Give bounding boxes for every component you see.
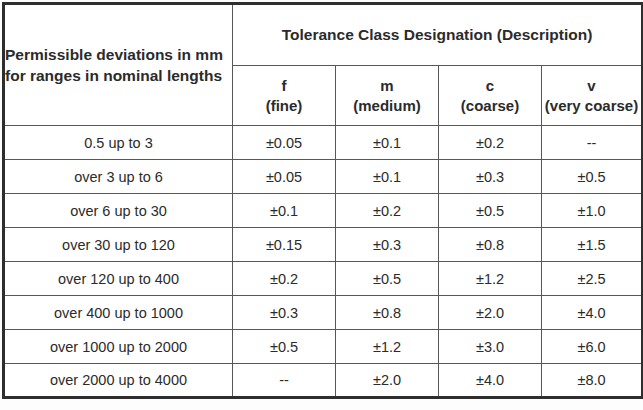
tolerance-table-page: Permissible deviations in mm for ranges … <box>0 0 643 410</box>
value-cell-m: ±0.1 <box>336 126 439 160</box>
value-cell-c: ±3.0 <box>439 330 542 364</box>
value-cell-v: ±0.5 <box>542 160 643 194</box>
value-cell-c: ±2.0 <box>439 296 542 330</box>
table-row: over 3 up to 6 ±0.05 ±0.1 ±0.3 ±0.5 <box>4 160 643 194</box>
table-row: over 30 up to 120 ±0.15 ±0.3 ±0.8 ±1.5 <box>4 228 643 262</box>
class-code: c <box>439 76 541 96</box>
value-cell-f: ±0.2 <box>233 262 336 296</box>
class-desc: (coarse) <box>439 96 541 116</box>
value-cell-m: ±0.5 <box>336 262 439 296</box>
value-cell-v: ±8.0 <box>542 364 643 398</box>
value-cell-c: ±4.0 <box>439 364 542 398</box>
value-cell-f: ±0.1 <box>233 194 336 228</box>
table-row: 0.5 up to 3 ±0.05 ±0.1 ±0.2 -- <box>4 126 643 160</box>
value-cell-m: ±0.8 <box>336 296 439 330</box>
value-cell-v: ±1.5 <box>542 228 643 262</box>
table-row: over 2000 up to 4000 -- ±2.0 ±4.0 ±8.0 <box>4 364 643 398</box>
value-cell-m: ±0.1 <box>336 160 439 194</box>
class-desc: (very coarse) <box>542 96 641 116</box>
value-cell-f: ±0.3 <box>233 296 336 330</box>
column-header-fine: f (fine) <box>233 66 336 126</box>
tolerance-class-group-header: Tolerance Class Designation (Description… <box>233 4 643 66</box>
range-cell: over 1000 up to 2000 <box>4 330 233 364</box>
value-cell-f: ±0.05 <box>233 126 336 160</box>
value-cell-m: ±0.3 <box>336 228 439 262</box>
range-cell: over 30 up to 120 <box>4 228 233 262</box>
value-cell-c: ±0.2 <box>439 126 542 160</box>
range-cell: 0.5 up to 3 <box>4 126 233 160</box>
table-row: over 1000 up to 2000 ±0.5 ±1.2 ±3.0 ±6.0 <box>4 330 643 364</box>
range-cell: over 6 up to 30 <box>4 194 233 228</box>
range-cell: over 400 up to 1000 <box>4 296 233 330</box>
column-header-medium: m (medium) <box>336 66 439 126</box>
value-cell-m: ±1.2 <box>336 330 439 364</box>
class-desc: (medium) <box>336 96 438 116</box>
column-header-coarse: c (coarse) <box>439 66 542 126</box>
range-cell: over 3 up to 6 <box>4 160 233 194</box>
value-cell-c: ±1.2 <box>439 262 542 296</box>
range-cell: over 2000 up to 4000 <box>4 364 233 398</box>
range-cell: over 120 up to 400 <box>4 262 233 296</box>
value-cell-f: -- <box>233 364 336 398</box>
value-cell-v: ±4.0 <box>542 296 643 330</box>
class-desc: (fine) <box>233 96 335 116</box>
table-row: over 400 up to 1000 ±0.3 ±0.8 ±2.0 ±4.0 <box>4 296 643 330</box>
table-row: over 120 up to 400 ±0.2 ±0.5 ±1.2 ±2.5 <box>4 262 643 296</box>
value-cell-f: ±0.05 <box>233 160 336 194</box>
class-code: f <box>233 76 335 96</box>
row-ranges-header: Permissible deviations in mm for ranges … <box>4 4 233 126</box>
value-cell-v: ±1.0 <box>542 194 643 228</box>
value-cell-c: ±0.3 <box>439 160 542 194</box>
value-cell-f: ±0.15 <box>233 228 336 262</box>
value-cell-c: ±0.5 <box>439 194 542 228</box>
value-cell-v: -- <box>542 126 643 160</box>
value-cell-m: ±2.0 <box>336 364 439 398</box>
value-cell-f: ±0.5 <box>233 330 336 364</box>
table-row: over 6 up to 30 ±0.1 ±0.2 ±0.5 ±1.0 <box>4 194 643 228</box>
value-cell-c: ±0.8 <box>439 228 542 262</box>
value-cell-v: ±6.0 <box>542 330 643 364</box>
value-cell-v: ±2.5 <box>542 262 643 296</box>
value-cell-m: ±0.2 <box>336 194 439 228</box>
class-code: m <box>336 76 438 96</box>
class-code: v <box>542 76 641 96</box>
tolerance-table: Permissible deviations in mm for ranges … <box>2 2 643 399</box>
column-header-very-coarse: v (very coarse) <box>542 66 643 126</box>
